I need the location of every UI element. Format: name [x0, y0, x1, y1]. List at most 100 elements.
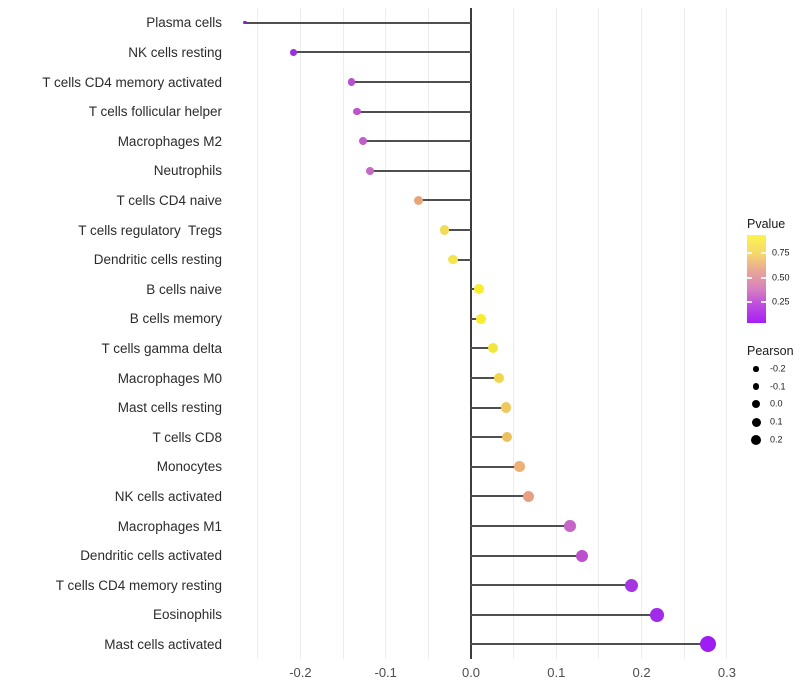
pearson-legend-dot--0.2 [753, 366, 759, 372]
colorbar-tick-right [761, 276, 766, 279]
pearson-legend-dot-0.2 [751, 434, 761, 445]
lollipop-dot [494, 372, 505, 384]
pearson-legend-dot--0.1 [752, 383, 760, 390]
lollipop-dot [448, 254, 458, 265]
category-label: T cells regulatory Tregs [78, 222, 222, 238]
category-label: Eosinophils [152, 607, 222, 623]
category-label: B cells naive [146, 281, 222, 297]
lollipop-stem [362, 140, 471, 143]
lollipop-stem [471, 554, 582, 557]
colorbar-label-0.50: 0.50 [772, 272, 790, 283]
lollipop-stem [471, 613, 657, 616]
lollipop-dot [366, 166, 375, 175]
lollipop-dot [564, 520, 576, 532]
zero-axis-line [470, 8, 472, 660]
category-label: B cells memory [129, 311, 222, 327]
colorbar-tick-left [747, 252, 752, 255]
colorbar-label-0.25: 0.25 [772, 296, 790, 307]
category-label: T cells CD4 naive [116, 192, 222, 208]
gridline--0.15 [342, 8, 344, 660]
lollipop-stem [471, 406, 506, 409]
pearson-legend-label-0.1: 0.1 [770, 416, 783, 427]
category-label: Macrophages M0 [117, 370, 222, 386]
category-label: Macrophages M2 [117, 133, 222, 149]
category-label: Neutrophils [153, 163, 222, 179]
category-label: T cells gamma delta [101, 340, 222, 356]
lollipop-dot [243, 21, 247, 25]
gridline-0.15 [598, 8, 600, 660]
lollipop-stem [471, 317, 482, 320]
lollipop-stem [351, 81, 471, 83]
colorbar-tick-left [747, 276, 752, 279]
lollipop-stem [471, 465, 520, 468]
lollipop-dot [700, 636, 717, 653]
gridline-0.10 [555, 8, 557, 660]
category-label: Dendritic cells activated [80, 548, 222, 564]
gridline-0.05 [513, 8, 515, 660]
colorbar-tick-right [761, 300, 766, 303]
pearson-legend-dot-0.0 [752, 400, 760, 409]
pvalue-colorbar [747, 235, 766, 323]
category-label: T cells CD4 memory activated [42, 74, 222, 90]
lollipop-stem [471, 584, 632, 587]
colorbar-tick-left [747, 300, 752, 303]
category-label: Mast cells activated [104, 636, 222, 652]
gridline-0.20 [641, 8, 643, 660]
pearson-legend-dot-0.1 [751, 417, 761, 427]
x-tick-label-0.3: 0.3 [717, 665, 736, 681]
lollipop-stem [444, 229, 471, 231]
lollipop-stem [370, 169, 471, 172]
lollipop-dot [514, 461, 526, 473]
lollipop-stem [471, 377, 500, 379]
lollipop-stem [356, 110, 471, 113]
pearson-legend-label-0.0: 0.0 [770, 398, 783, 409]
gridline-0.25 [683, 8, 685, 660]
lollipop-dot [413, 195, 423, 205]
lollipop-stem [471, 525, 570, 527]
lollipop-stem [453, 258, 471, 261]
category-label: Plasma cells [146, 15, 222, 31]
colorbar-tick-right [761, 252, 766, 255]
lollipop-dot [500, 402, 512, 413]
lollipop-dot [501, 432, 513, 443]
lollipop-dot [650, 608, 664, 622]
lollipop-stem [418, 199, 471, 202]
lollipop-stem [471, 436, 507, 439]
lollipop-stem [244, 21, 471, 24]
lollipop-stem [293, 51, 471, 54]
lollipop-stem [471, 347, 494, 350]
category-label: Mast cells resting [117, 400, 222, 416]
pearson-legend-label--0.2: -0.2 [770, 363, 786, 374]
lollipop-dot [347, 78, 356, 86]
x-tick-label--0.1: -0.1 [374, 665, 397, 681]
category-label: Macrophages M1 [117, 518, 222, 534]
lollipop-dot [352, 107, 361, 116]
x-tick-label-0.2: 0.2 [632, 665, 651, 681]
category-label: T cells CD8 [152, 429, 222, 445]
gridline-0.30 [726, 8, 728, 660]
lollipop-dot [473, 284, 484, 295]
lollipop-dot [488, 343, 499, 354]
lollipop-dot [522, 490, 534, 502]
gridline--0.05 [427, 8, 429, 660]
gridline--0.20 [299, 8, 301, 660]
category-label: T cells follicular helper [88, 104, 222, 120]
category-label: T cells CD4 memory resting [55, 577, 222, 593]
lollipop-dot [575, 549, 588, 562]
lollipop-dot [358, 137, 367, 146]
x-tick-label-0.1: 0.1 [547, 665, 566, 681]
pearson-legend-title: Pearson [747, 344, 794, 358]
gridline--0.10 [385, 8, 387, 660]
category-label: Dendritic cells resting [93, 252, 222, 268]
gridline--0.25 [257, 8, 259, 660]
lollipop-stem [471, 495, 529, 498]
lollipop-dot [439, 225, 450, 235]
category-label: NK cells activated [114, 488, 222, 504]
lollipop-dot [290, 49, 297, 56]
category-label: Monocytes [156, 459, 222, 475]
pearson-legend-label--0.1: -0.1 [770, 381, 786, 392]
x-tick-label-0.0: 0.0 [461, 665, 481, 681]
pvalue-legend-title: Pvalue [747, 217, 786, 231]
lollipop-dot [624, 578, 638, 592]
